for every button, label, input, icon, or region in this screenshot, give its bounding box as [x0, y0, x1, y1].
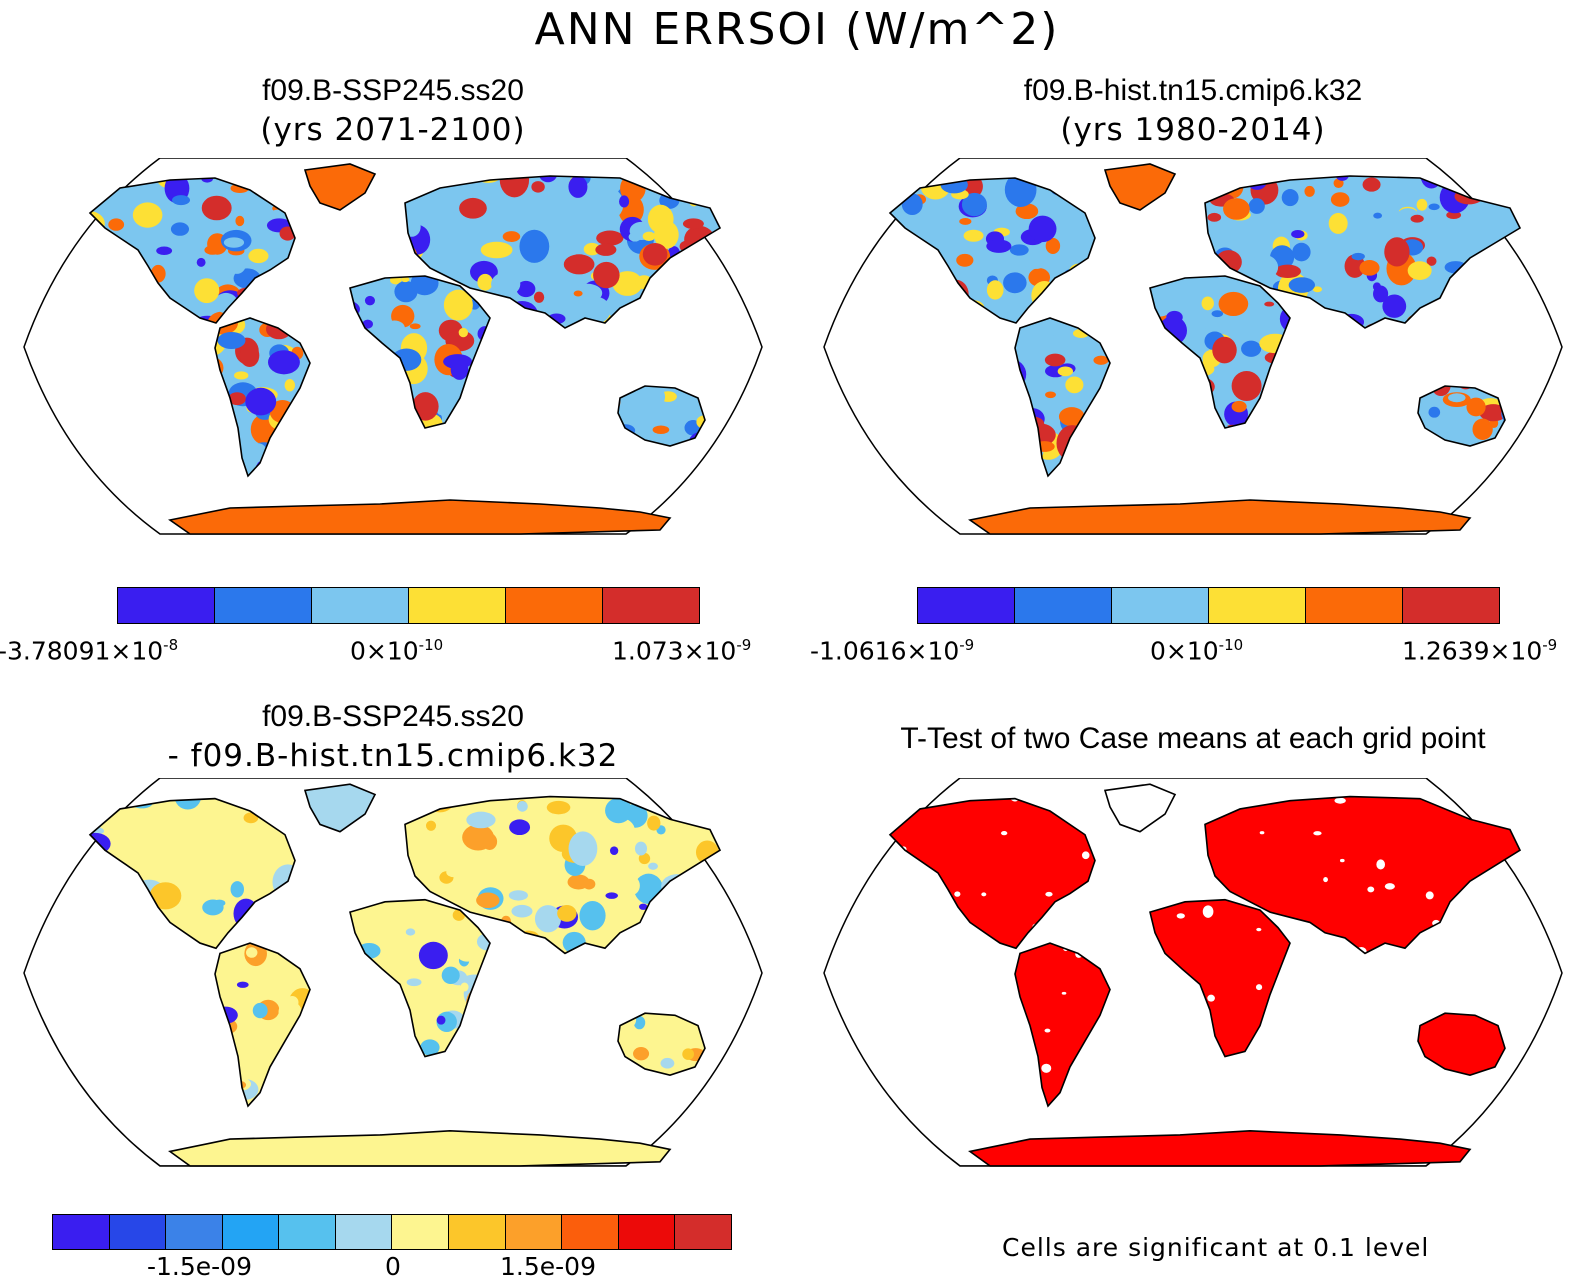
namerica-coastline	[888, 177, 1096, 324]
africa-coastline	[349, 898, 491, 1058]
australia-land	[618, 386, 705, 446]
colorbar-cell	[279, 1215, 336, 1249]
colorbar-cell	[215, 588, 312, 623]
colorbar-cell	[118, 588, 215, 623]
colorbar-cell	[1209, 588, 1306, 623]
namerica-land	[890, 798, 1095, 949]
colorbar-cell	[918, 588, 1015, 623]
colorbar-cell	[109, 1215, 167, 1249]
panel3-colorbar	[52, 1214, 732, 1250]
samerica-land	[1015, 318, 1110, 476]
colorbar-cell	[449, 1215, 506, 1249]
greenland-coastline	[303, 163, 377, 211]
africa-coastline	[1149, 275, 1291, 429]
colorbar-cell	[1403, 588, 1499, 623]
africa-coastline	[1149, 898, 1291, 1058]
samerica-coastline	[214, 942, 311, 1108]
australia-land	[1418, 1013, 1505, 1076]
panel1-tick-mid: 0×10-10	[350, 636, 444, 666]
africa-land	[1150, 899, 1290, 1057]
namerica-coastline	[88, 177, 296, 324]
antarctica-land	[170, 500, 670, 534]
australia-coastline	[1417, 1012, 1506, 1076]
eurasia-coastline	[404, 795, 722, 955]
colorbar-cell	[505, 1215, 563, 1249]
panel2-subtitle: (yrs 1980-2014)	[1060, 112, 1326, 148]
colorbar-cell	[409, 588, 506, 623]
samerica-coastline	[1014, 942, 1111, 1108]
eurasia-coastline	[1204, 175, 1522, 329]
colorbar-cell	[1306, 588, 1403, 623]
figure-title: ANN ERRSOI (W/m^2)	[534, 4, 1060, 55]
antarctica-coastline	[968, 1130, 1472, 1167]
colorbar-cell	[1112, 588, 1209, 623]
australia-coastline	[617, 385, 706, 447]
panel4-map	[823, 778, 1563, 1167]
panel3-map	[23, 778, 763, 1167]
panel3-tick-neg: -1.5e-09	[147, 1252, 252, 1281]
antarctica-coastline	[168, 499, 672, 535]
colorbar-cell	[1015, 588, 1112, 623]
panel4-title: T-Test of two Case means at each grid po…	[900, 722, 1486, 755]
panel3-subtitle: - f09.B-hist.tn15.cmip6.k32	[167, 738, 619, 774]
australia-coastline	[1417, 385, 1506, 447]
panel1-map	[23, 158, 763, 535]
africa-coastline	[349, 275, 491, 429]
panel3-tick-zero: 0	[385, 1252, 401, 1281]
panel2-tick-min: -1.0616×10-9	[810, 636, 975, 666]
eurasia-coastline	[404, 175, 722, 329]
colorbar-cell	[562, 1215, 619, 1249]
greenland-land	[305, 784, 375, 832]
panel2-map	[823, 158, 1563, 535]
greenland-coastline	[1103, 163, 1177, 211]
colorbar-cell	[166, 1215, 223, 1249]
panel3-tick-pos: 1.5e-09	[500, 1252, 596, 1281]
colorbar-cell	[603, 588, 699, 623]
greenland-land	[305, 164, 375, 210]
antarctica-coastline	[968, 499, 1472, 535]
panel2-title: f09.B-hist.tn15.cmip6.k32	[1023, 74, 1363, 107]
colorbar-cell	[53, 1215, 110, 1249]
panel3-title: f09.B-SSP245.ss20	[262, 700, 524, 733]
greenland-land	[1105, 784, 1175, 832]
colorbar-cell	[312, 588, 409, 623]
colorbar-cell	[506, 588, 603, 623]
namerica-coastline	[88, 797, 296, 950]
colorbar-cell	[335, 1215, 393, 1249]
samerica-coastline	[214, 317, 311, 478]
panel2-tick-mid: 0×10-10	[1150, 636, 1244, 666]
samerica-land	[1015, 943, 1110, 1107]
colorbar-cell	[618, 1215, 676, 1249]
greenland-land	[1105, 164, 1175, 210]
panel2-colorbar	[917, 587, 1500, 624]
colorbar-cell	[675, 1215, 731, 1249]
panel1-tick-min: -3.78091×10-8	[0, 636, 179, 666]
samerica-coastline	[1014, 317, 1111, 478]
namerica-coastline	[888, 797, 1096, 950]
greenland-coastline	[1103, 783, 1177, 833]
eurasia-land	[1205, 796, 1520, 954]
panel1-title: f09.B-SSP245.ss20	[262, 74, 524, 107]
panel1-colorbar	[117, 587, 700, 624]
colorbar-cell	[222, 1215, 280, 1249]
panel4-significance-note: Cells are significant at 0.1 level	[1002, 1233, 1430, 1262]
antarctica-land	[970, 1130, 1470, 1166]
eurasia-coastline	[1204, 795, 1522, 955]
panel1-tick-max: 1.073×10-9	[612, 636, 752, 666]
panel1-subtitle: (yrs 2071-2100)	[260, 112, 526, 148]
colorbar-cell	[392, 1215, 450, 1249]
greenland-coastline	[303, 783, 377, 833]
antarctica-land	[970, 500, 1470, 534]
panel2-tick-max: 1.2639×10-9	[1402, 636, 1558, 666]
australia-coastline	[617, 1012, 706, 1076]
antarctica-coastline	[168, 1130, 672, 1167]
antarctica-land	[170, 1130, 670, 1166]
